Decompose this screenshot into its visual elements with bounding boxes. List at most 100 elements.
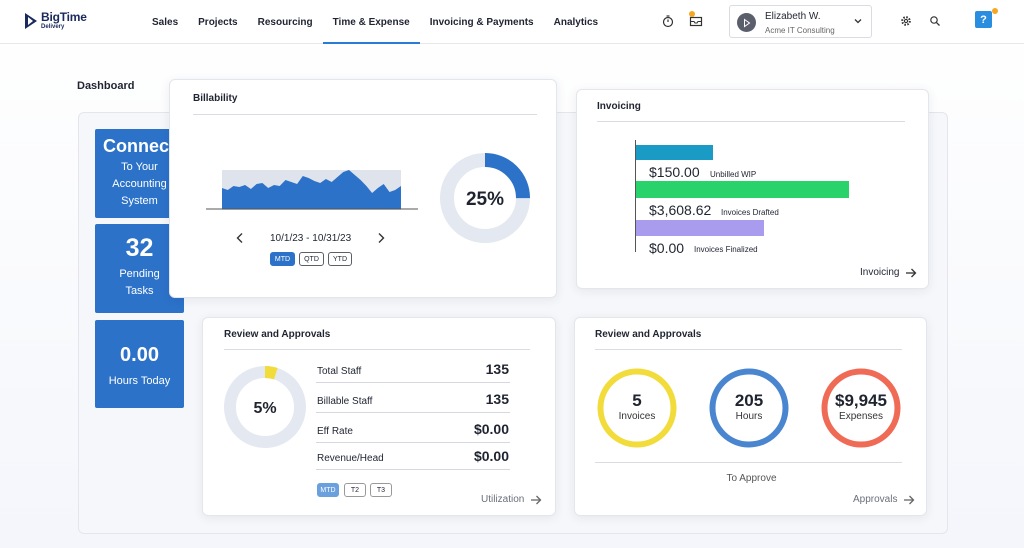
stat-row-total-staff: Total Staff 135	[316, 353, 510, 383]
nav-time-expense[interactable]: Time & Expense	[322, 0, 420, 44]
arrow-right-icon	[904, 495, 915, 504]
hours-approval-count: 205	[734, 391, 764, 410]
help-notification-dot	[992, 8, 998, 14]
expenses-ring-circle	[821, 368, 901, 448]
billability-period-ytd[interactable]: YTD	[328, 252, 352, 266]
invoices-drafted-bar	[636, 181, 849, 198]
stat-label: Billable Staff	[317, 396, 373, 407]
utilization-donut: 5%	[224, 366, 306, 448]
hours-ring-graphic	[709, 368, 789, 448]
billability-title: Billability	[193, 93, 238, 104]
nav-resourcing[interactable]: Resourcing	[257, 16, 313, 28]
user-name: Elizabeth W.	[765, 11, 821, 22]
stat-value: $0.00	[473, 448, 509, 464]
bigtime-logo[interactable]: BigTime Delivery	[24, 11, 87, 30]
nav-invoicing-payments[interactable]: Invoicing & Payments	[429, 16, 534, 28]
hours-today-tile[interactable]: 0.00 Hours Today	[95, 320, 184, 408]
invoicing-link[interactable]: Invoicing	[860, 267, 917, 278]
user-menu[interactable]: Elizabeth W. Acme IT Consulting	[729, 5, 872, 38]
expenses-approval-label: Expenses	[839, 411, 883, 422]
inbox-icon[interactable]	[689, 14, 703, 28]
billability-period-qtd[interactable]: QTD	[299, 252, 324, 266]
utilization-link-label: Utilization	[481, 494, 525, 505]
billability-donut: 25%	[440, 153, 530, 243]
approvals-link-label: Approvals	[853, 494, 898, 505]
avatar	[737, 13, 756, 32]
user-organization: Acme IT Consulting	[765, 26, 835, 35]
billability-divider	[193, 114, 537, 115]
stat-row-billable-staff: Billable Staff 135	[316, 383, 510, 413]
pending-tasks-line1: Pending	[119, 268, 160, 280]
review-period-t2[interactable]: T2	[344, 483, 366, 497]
invoicing-link-label: Invoicing	[860, 267, 900, 278]
unbilled-wip-amount: $150.00	[649, 164, 700, 180]
pending-tasks-count: 32	[125, 234, 154, 262]
billability-period-mtd[interactable]: MTD	[270, 252, 295, 266]
pending-tasks-line2: Tasks	[125, 285, 154, 297]
expenses-approval-count: $9,945	[835, 391, 887, 410]
hours-today-value: 0.00	[120, 344, 159, 366]
timer-icon[interactable]	[661, 14, 675, 28]
stat-row-revenue-head: Revenue/Head $0.00	[316, 440, 510, 470]
utilization-link[interactable]: Utilization	[481, 494, 542, 505]
top-navigation-bar: BigTime Delivery Sales Projects Resourci…	[0, 0, 1024, 44]
hours-approval-ring[interactable]: 205 Hours	[708, 367, 790, 449]
invoices-finalized-amount: $0.00	[649, 240, 685, 256]
billability-sparkline-area	[222, 170, 401, 209]
review-period-t3[interactable]: T3	[370, 483, 392, 497]
unbilled-wip-bar	[636, 145, 713, 160]
invoices-drafted-label: Invoices Drafted	[721, 208, 779, 217]
arrow-right-icon	[531, 495, 542, 504]
hours-today-label: Hours Today	[108, 375, 171, 387]
connect-tile-line3: System	[121, 195, 158, 207]
search-icon[interactable]	[928, 14, 942, 28]
invoicing-divider	[597, 121, 905, 122]
to-approve-label: To Approve	[726, 473, 777, 484]
nav-analytics[interactable]: Analytics	[553, 16, 599, 28]
expenses-approval-ring[interactable]: $9,945 Expenses	[820, 367, 902, 449]
billability-date-range: 10/1/23 - 10/31/23	[270, 233, 352, 244]
stat-label: Total Staff	[317, 366, 362, 377]
review-approvals-divider	[595, 349, 902, 350]
review-approvals-title: Review and Approvals	[595, 329, 702, 340]
connect-tile-line1: To Your	[121, 161, 158, 173]
invoices-approval-count: 5	[632, 391, 642, 410]
review-staff-card: Review and Approvals 5% MTD T2 T3 Utiliz…	[202, 317, 556, 516]
stat-row-eff-rate: Eff Rate $0.00	[316, 413, 510, 443]
hours-ring-circle	[709, 368, 789, 448]
main-nav: Sales Projects Resourcing Time & Expense…	[142, 0, 608, 44]
invoices-approval-ring[interactable]: 5 Invoices	[596, 367, 678, 449]
invoices-finalized-label: Invoices Finalized	[694, 245, 758, 254]
nav-projects[interactable]: Projects	[198, 16, 238, 28]
review-approvals-card: Review and Approvals 5 Invoices 205 Hour…	[574, 317, 927, 516]
nav-sales[interactable]: Sales	[152, 16, 179, 28]
connect-tile-line2: Accounting	[112, 178, 167, 190]
review-staff-title: Review and Approvals	[224, 329, 331, 340]
review-staff-divider	[224, 349, 530, 350]
utilization-percent: 5%	[253, 400, 276, 417]
stat-value: 135	[485, 391, 509, 407]
invoices-approval-label: Invoices	[618, 411, 656, 422]
user-avatar-icon	[743, 18, 750, 27]
approvals-divider	[595, 462, 902, 463]
review-period-mtd[interactable]: MTD	[317, 483, 339, 497]
approvals-link[interactable]: Approvals	[853, 494, 915, 505]
invoicing-card: Invoicing $150.00 Unbilled WIP $3,608.62…	[576, 89, 929, 289]
invoices-ring-circle	[597, 368, 677, 448]
logo-subtitle: Delivery	[41, 24, 65, 30]
chevron-right-icon[interactable]	[374, 231, 388, 245]
invoices-ring-graphic	[597, 368, 677, 448]
expenses-ring-graphic	[821, 368, 901, 448]
chevron-left-icon[interactable]	[233, 231, 247, 245]
stat-label: Eff Rate	[317, 426, 353, 437]
invoicing-axis	[635, 140, 636, 252]
hours-approval-label: Hours	[735, 411, 763, 422]
gear-icon[interactable]	[899, 14, 913, 28]
billability-percent: 25%	[466, 189, 504, 210]
inbox-notification-dot	[689, 11, 695, 17]
help-button[interactable]: ?	[975, 11, 992, 28]
invoicing-title: Invoicing	[597, 101, 641, 112]
connect-tile-heading: Connec	[103, 136, 170, 156]
stat-value: $0.00	[473, 421, 509, 437]
utilization-donut-arc	[224, 366, 306, 448]
